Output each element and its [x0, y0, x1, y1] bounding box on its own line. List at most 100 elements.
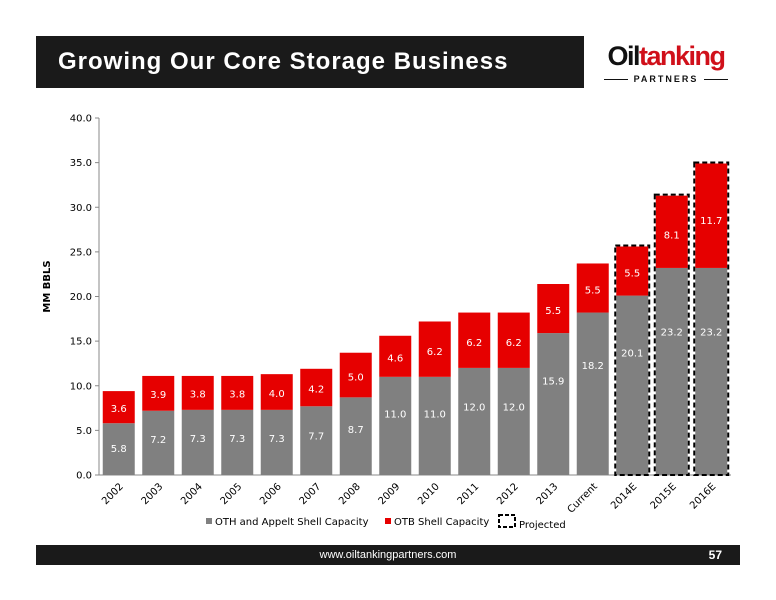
projected-outline — [653, 193, 690, 477]
x-tick-label: Current — [566, 481, 600, 515]
projected-outline — [614, 244, 651, 476]
y-tick-label: 0.0 — [76, 471, 92, 482]
oiltanking-logo: Oiltanking PARTNERS — [596, 40, 736, 88]
data-label-oth-appelt: 5.8 — [111, 444, 127, 455]
data-label-otb: 6.2 — [427, 347, 443, 358]
bar-otb — [418, 321, 451, 377]
bar-otb — [300, 368, 333, 407]
y-tick-label: 15.0 — [70, 337, 92, 348]
bar-oth-appelt — [300, 406, 333, 475]
bar-otb — [221, 375, 254, 410]
bar-otb — [181, 375, 214, 410]
bar-oth-appelt — [339, 397, 372, 475]
x-tick-label: 2005 — [219, 481, 245, 507]
bar-otb — [655, 195, 688, 268]
bar-oth-appelt — [616, 295, 649, 475]
x-tick-label: 2013 — [535, 481, 561, 507]
bar-otb — [616, 246, 649, 296]
data-label-otb: 4.6 — [387, 353, 403, 364]
data-label-oth-appelt: 23.2 — [700, 328, 722, 339]
bar-otb — [142, 375, 175, 411]
data-label-oth-appelt: 11.0 — [424, 409, 446, 420]
data-label-oth-appelt: 12.0 — [463, 403, 485, 414]
data-label-otb: 5.0 — [348, 372, 364, 383]
x-tick-label: 2003 — [140, 481, 166, 507]
legend-swatch-oth-appelt — [206, 518, 212, 524]
data-label-otb: 5.5 — [624, 269, 640, 280]
bar-otb — [537, 284, 570, 334]
data-label-otb: 3.8 — [190, 390, 206, 401]
data-label-otb: 11.7 — [700, 216, 722, 227]
title-bar: Growing Our Core Storage Business — [36, 36, 584, 88]
y-tick-label: 5.0 — [76, 426, 92, 437]
data-label-otb: 6.2 — [466, 338, 482, 349]
y-tick-label: 35.0 — [70, 158, 92, 169]
bar-oth-appelt — [221, 409, 254, 475]
bar-otb — [695, 163, 728, 268]
data-label-otb: 5.5 — [545, 306, 561, 317]
bar-oth-appelt — [497, 367, 530, 475]
page-number: 57 — [708, 548, 722, 562]
logo-rule-right — [704, 78, 729, 80]
bar-oth-appelt — [458, 367, 491, 475]
bar-otb — [102, 391, 135, 424]
y-tick-label: 10.0 — [70, 381, 92, 392]
logo-wordmark: Oiltanking — [596, 40, 736, 72]
x-tick-label: 2011 — [456, 481, 482, 507]
x-tick-label: 2010 — [416, 481, 442, 507]
x-tick-label: 2006 — [258, 481, 284, 507]
legend-label-otb: OTB Shell Capacity — [394, 517, 489, 528]
bar-oth-appelt — [260, 409, 293, 475]
bar-otb — [339, 352, 372, 398]
logo-subtitle: PARTNERS — [596, 74, 736, 84]
x-tick-label: 2012 — [495, 481, 521, 507]
bar-oth-appelt — [379, 376, 412, 475]
data-label-oth-appelt: 7.7 — [308, 431, 324, 442]
data-label-otb: 4.2 — [308, 384, 324, 395]
bar-otb — [379, 335, 412, 377]
capacity-chart: 0.0 5.0 10.0 15.0 20.0 25.0 30.0 35.0 40.0 MM BBL… — [42, 114, 731, 531]
legend-swatch-otb — [385, 518, 391, 524]
logo-word-oil: Oil — [607, 41, 640, 71]
logo-word-tanking: tanking — [639, 41, 726, 71]
bar-otb — [458, 312, 491, 368]
bar-otb — [497, 312, 530, 368]
data-label-otb: 5.5 — [585, 285, 601, 296]
x-tick-label: 2008 — [337, 481, 363, 507]
data-label-oth-appelt: 7.3 — [229, 434, 245, 445]
data-label-otb: 3.6 — [111, 404, 127, 415]
bar-oth-appelt — [181, 409, 214, 475]
x-tick-label: 2016E — [688, 481, 718, 511]
x-tick-label: 2015E — [649, 481, 679, 511]
footer-bar: www.oiltankingpartners.com 57 — [36, 545, 740, 565]
bar-oth-appelt — [102, 423, 135, 475]
data-label-oth-appelt: 7.3 — [190, 434, 206, 445]
bar-oth-appelt — [142, 410, 175, 475]
footer-url: www.oiltankingpartners.com — [319, 549, 457, 561]
data-label-oth-appelt: 15.9 — [542, 377, 564, 388]
data-label-oth-appelt: 18.2 — [582, 361, 604, 372]
bar-oth-appelt — [695, 267, 728, 475]
data-label-oth-appelt: 20.1 — [621, 348, 643, 359]
y-axis-label: MM BBLS — [42, 260, 53, 312]
page-title: Growing Our Core Storage Business — [58, 48, 509, 75]
logo-subtitle-text: PARTNERS — [633, 74, 699, 84]
data-label-oth-appelt: 12.0 — [503, 403, 525, 414]
data-label-otb: 3.9 — [150, 390, 166, 401]
legend-label-oth-appelt: OTH and Appelt Shell Capacity — [215, 517, 369, 528]
x-tick-label: 2002 — [100, 481, 126, 507]
x-tick-label: 2009 — [377, 481, 403, 507]
y-tick-label: 30.0 — [70, 203, 92, 214]
x-tick-label: 2014E — [609, 481, 639, 511]
data-label-oth-appelt: 7.3 — [269, 434, 285, 445]
x-tick-label: 2007 — [298, 481, 324, 507]
bar-oth-appelt — [537, 333, 570, 475]
projected-outline — [693, 161, 730, 477]
bar-oth-appelt — [576, 312, 609, 475]
data-label-oth-appelt: 7.2 — [150, 435, 166, 446]
data-label-oth-appelt: 8.7 — [348, 425, 364, 436]
y-tick-label: 40.0 — [70, 114, 92, 125]
y-tick-label: 25.0 — [70, 247, 92, 258]
bar-oth-appelt — [655, 267, 688, 475]
data-label-otb: 8.1 — [664, 230, 680, 241]
